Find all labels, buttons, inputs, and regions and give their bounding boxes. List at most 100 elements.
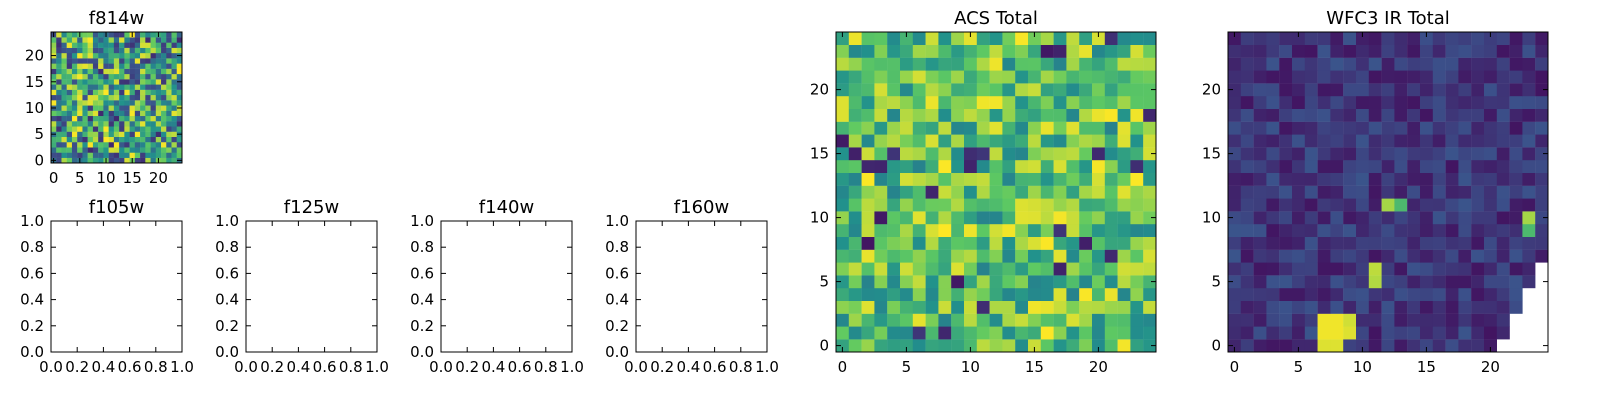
heatmap-cell (1496, 198, 1510, 212)
heatmap-cell (1458, 326, 1472, 340)
heatmap-cell (66, 89, 73, 96)
heatmap-cell (874, 32, 888, 45)
heatmap-cell (134, 73, 141, 80)
heatmap-cell (964, 249, 977, 263)
heatmap-cell (1471, 57, 1485, 71)
heatmap-cell (113, 94, 120, 101)
heatmap-cell (1330, 96, 1344, 109)
heatmap-cell (951, 108, 965, 122)
heatmap-cell (1535, 134, 1549, 148)
heatmap-cell (1092, 236, 1105, 250)
heatmap-cell (71, 58, 78, 64)
heatmap-cell (1028, 172, 1041, 186)
heatmap-cell (124, 136, 130, 143)
heatmap-cell (989, 313, 1003, 327)
heatmap-cell (166, 73, 172, 80)
heatmap-cell (1407, 134, 1421, 148)
heatmap-cell (836, 108, 849, 122)
heatmap-cell (938, 134, 952, 148)
heatmap-cell (836, 262, 849, 276)
heatmap-cell (1420, 57, 1433, 71)
heatmap-cell (1002, 172, 1016, 186)
heatmap-cell (1535, 147, 1549, 161)
heatmap-cell (951, 326, 965, 340)
heatmap-cell (1343, 147, 1357, 161)
heatmap-cell (166, 136, 172, 143)
heatmap-cell (1279, 57, 1293, 71)
heatmap-cell (1471, 185, 1485, 199)
heatmap-cell (129, 52, 136, 59)
heatmap-cell (92, 100, 99, 106)
heatmap-cell (134, 94, 141, 101)
heatmap-cell (1104, 262, 1118, 276)
heatmap-cell (176, 110, 183, 117)
heatmap-cell (1304, 211, 1318, 225)
heatmap-cell (176, 142, 183, 148)
heatmap-cell (1240, 96, 1254, 109)
heatmap-cell (874, 275, 888, 289)
heatmap-cell (887, 185, 901, 199)
heatmap-cell (124, 58, 130, 64)
heatmap-cell (140, 42, 146, 48)
heatmap-cell (887, 275, 901, 289)
heatmap-cell (1330, 83, 1344, 97)
heatmap-cell (171, 42, 177, 48)
heatmap-cell (1240, 32, 1254, 45)
heatmap-cell (1432, 275, 1446, 289)
heatmap-cell (1330, 134, 1344, 148)
heatmap-cell (1343, 44, 1357, 58)
heatmap-cell (1002, 300, 1016, 314)
heatmap-cell (92, 105, 99, 111)
heatmap-cell (140, 147, 146, 153)
heatmap-cell (1292, 211, 1305, 225)
heatmap-cell (1292, 32, 1305, 45)
heatmap-cell (77, 115, 83, 122)
heatmap-cell (119, 147, 125, 153)
heatmap-cell (900, 313, 913, 327)
heatmap-cell (51, 100, 57, 106)
heatmap-cell (108, 126, 115, 132)
heatmap-cell (119, 42, 125, 48)
heatmap-cell (1053, 300, 1067, 314)
heatmap-cell (1266, 249, 1280, 263)
heatmap-cell (938, 249, 952, 263)
heatmap-cell (129, 115, 136, 122)
x-tick-label: 0.6 (508, 358, 532, 376)
heatmap-cell (1484, 70, 1497, 84)
heatmap-cell (1266, 121, 1280, 135)
heatmap-cell (1368, 211, 1382, 225)
x-tick-label: 0.0 (429, 358, 453, 376)
heatmap-cell (1266, 147, 1280, 161)
heatmap-cell (925, 326, 939, 340)
heatmap-cell (1368, 147, 1382, 161)
heatmap-cell (1317, 249, 1331, 263)
heatmap-cell (1040, 57, 1054, 71)
heatmap-cell (1292, 121, 1305, 135)
heatmap-cell (166, 147, 172, 153)
heatmap-cell (1292, 96, 1305, 109)
heatmap-cell (1266, 172, 1280, 186)
heatmap-cell (1104, 300, 1118, 314)
heatmap-cell (155, 126, 162, 132)
heatmap-cell (1279, 172, 1293, 186)
heatmap-cell (134, 32, 141, 38)
heatmap-cell (1028, 57, 1041, 71)
heatmap-cell (171, 110, 177, 117)
heatmap-cell (124, 131, 130, 137)
heatmap-cell (861, 313, 875, 327)
heatmap-cell (1304, 300, 1318, 314)
heatmap-cell (92, 79, 99, 85)
heatmap-cell (1343, 262, 1357, 276)
heatmap-cell (1279, 224, 1293, 237)
heatmap-cell (1143, 224, 1157, 237)
heatmap-cell (887, 198, 901, 212)
heatmap-cell (1079, 339, 1093, 353)
heatmap-cell (92, 152, 99, 158)
heatmap-cell (1407, 147, 1421, 161)
heatmap-cell (1458, 300, 1472, 314)
heatmap-cell (161, 68, 167, 75)
heatmap-cell (1330, 262, 1344, 276)
heatmap-cell (161, 110, 167, 117)
heatmap-cell (1432, 108, 1446, 122)
heatmap-cell (1092, 32, 1105, 45)
